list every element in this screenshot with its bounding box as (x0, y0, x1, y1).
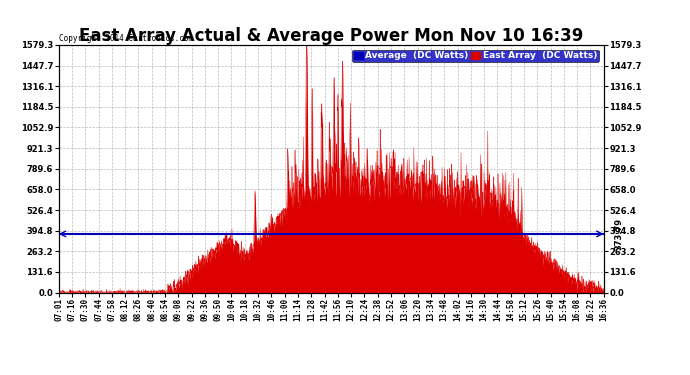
Text: Copyright 2014 Cartronics.com: Copyright 2014 Cartronics.com (59, 33, 193, 42)
Text: 373.79: 373.79 (615, 218, 624, 250)
Title: East Array Actual & Average Power Mon Nov 10 16:39: East Array Actual & Average Power Mon No… (79, 27, 583, 45)
Legend: Average  (DC Watts), East Array  (DC Watts): Average (DC Watts), East Array (DC Watts… (352, 50, 599, 62)
